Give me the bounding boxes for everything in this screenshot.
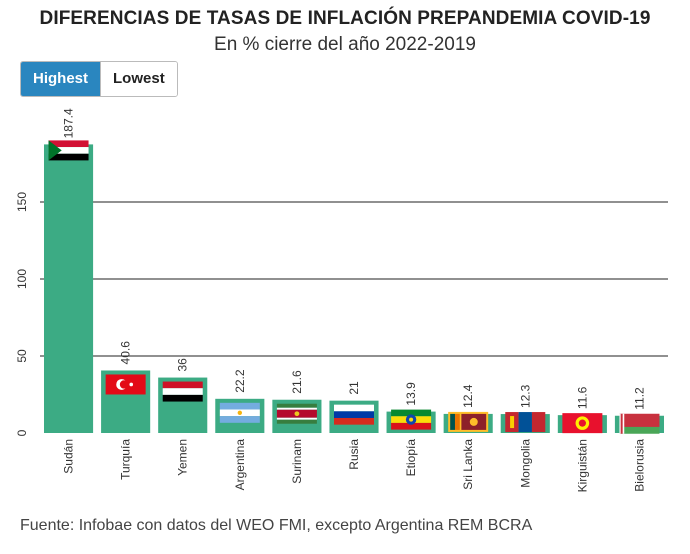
bar-chart: 0 50 100 150 187.4 Sudán 40.6 Turquía 36 Yemen 22.… [15, 108, 668, 492]
value-label: 11.2 [632, 387, 646, 410]
y-tick-label: 100 [15, 269, 29, 289]
value-label: 22.2 [233, 369, 247, 393]
flag-stripe [48, 140, 89, 148]
value-label: 187.4 [62, 108, 76, 138]
category-label: Etiopía [404, 439, 418, 477]
grid-lines [40, 201, 668, 357]
chart-title: DIFERENCIAS DE TASAS DE INFLACIÓN PREPAN… [39, 8, 651, 29]
belarus-flag [619, 413, 660, 434]
flag-stripe [334, 411, 374, 418]
y-tick-label: 50 [15, 349, 29, 363]
flag-stripe [619, 426, 660, 434]
labels: 0 50 100 150 187.4 Sudán 40.6 Turquía 36 Yemen 22.… [15, 108, 646, 492]
argentina-flag [219, 402, 260, 423]
chart-subtitle: En % cierre del año 2022-2019 [214, 34, 476, 55]
source-note: Fuente: Infobae con datos del WEO FMI, e… [20, 517, 533, 534]
flag-stripe [162, 394, 203, 402]
sort-toggle: Highest Lowest [20, 61, 178, 97]
value-label: 40.6 [119, 341, 133, 365]
flag-stripe [454, 413, 460, 430]
y-tick-label: 0 [15, 429, 29, 436]
russia-flag [334, 404, 374, 425]
flag-stripe [531, 412, 546, 433]
category-label: Bielorusia [632, 439, 646, 492]
bars [43, 140, 665, 434]
star [294, 411, 300, 417]
category-label: Turquía [119, 439, 133, 480]
flag-stripe [518, 412, 532, 433]
value-label: 12.4 [461, 384, 475, 408]
highest-button[interactable]: Highest [21, 62, 101, 96]
flag-stripe [219, 416, 260, 423]
category-label: Sudán [62, 439, 76, 474]
lowest-button[interactable]: Lowest [100, 62, 177, 96]
flag-stripe [162, 381, 203, 389]
flag-stripe [391, 409, 432, 417]
mongolia-flag [505, 412, 546, 433]
value-label: 36 [176, 358, 190, 372]
flag-stripe [276, 419, 317, 424]
flag-stripe [276, 403, 317, 408]
flag-stripe [619, 413, 660, 427]
value-label: 13.9 [404, 382, 418, 406]
yemen-flag [162, 381, 203, 402]
y-tick-label: 150 [15, 192, 29, 212]
tunduk [578, 419, 586, 427]
category-label: Sri Lanka [461, 439, 475, 490]
kyrgyzstan-flag [562, 413, 603, 434]
sun [237, 410, 243, 416]
lion [469, 417, 478, 426]
flag-triangle [48, 140, 62, 161]
turkey-flag [105, 374, 146, 395]
flag-stripe [276, 417, 317, 420]
category-label: Argentina [233, 439, 247, 491]
value-label: 21 [347, 381, 361, 395]
crescent-cut [119, 380, 129, 389]
bar[interactable] [43, 144, 94, 433]
sudan-flag [48, 140, 89, 161]
category-label: Rusia [347, 439, 361, 470]
value-label: 21.6 [290, 370, 304, 394]
category-label: Surinam [290, 439, 304, 484]
flag-stripe [450, 413, 455, 430]
category-label: Kirguistán [575, 439, 589, 492]
flag-stripe [391, 422, 432, 430]
ornament-pattern [620, 413, 623, 434]
flag-stripe [219, 402, 260, 410]
ethiopia-flag [391, 409, 432, 430]
flag-stripe [48, 153, 89, 161]
soyombo [510, 416, 515, 429]
value-label: 11.6 [575, 386, 589, 409]
category-label: Mongolia [518, 439, 532, 488]
flag-stripe [334, 417, 374, 425]
category-label: Yemen [176, 439, 190, 476]
flag-stripe [334, 404, 374, 412]
value-label: 12.3 [518, 384, 532, 408]
flag-stripe [48, 147, 89, 154]
star [409, 417, 414, 422]
flag-stripe [276, 407, 317, 410]
sri-lanka-flag [448, 411, 489, 432]
suriname-flag [276, 403, 317, 424]
flag-stripe [162, 388, 203, 395]
star [129, 382, 134, 387]
